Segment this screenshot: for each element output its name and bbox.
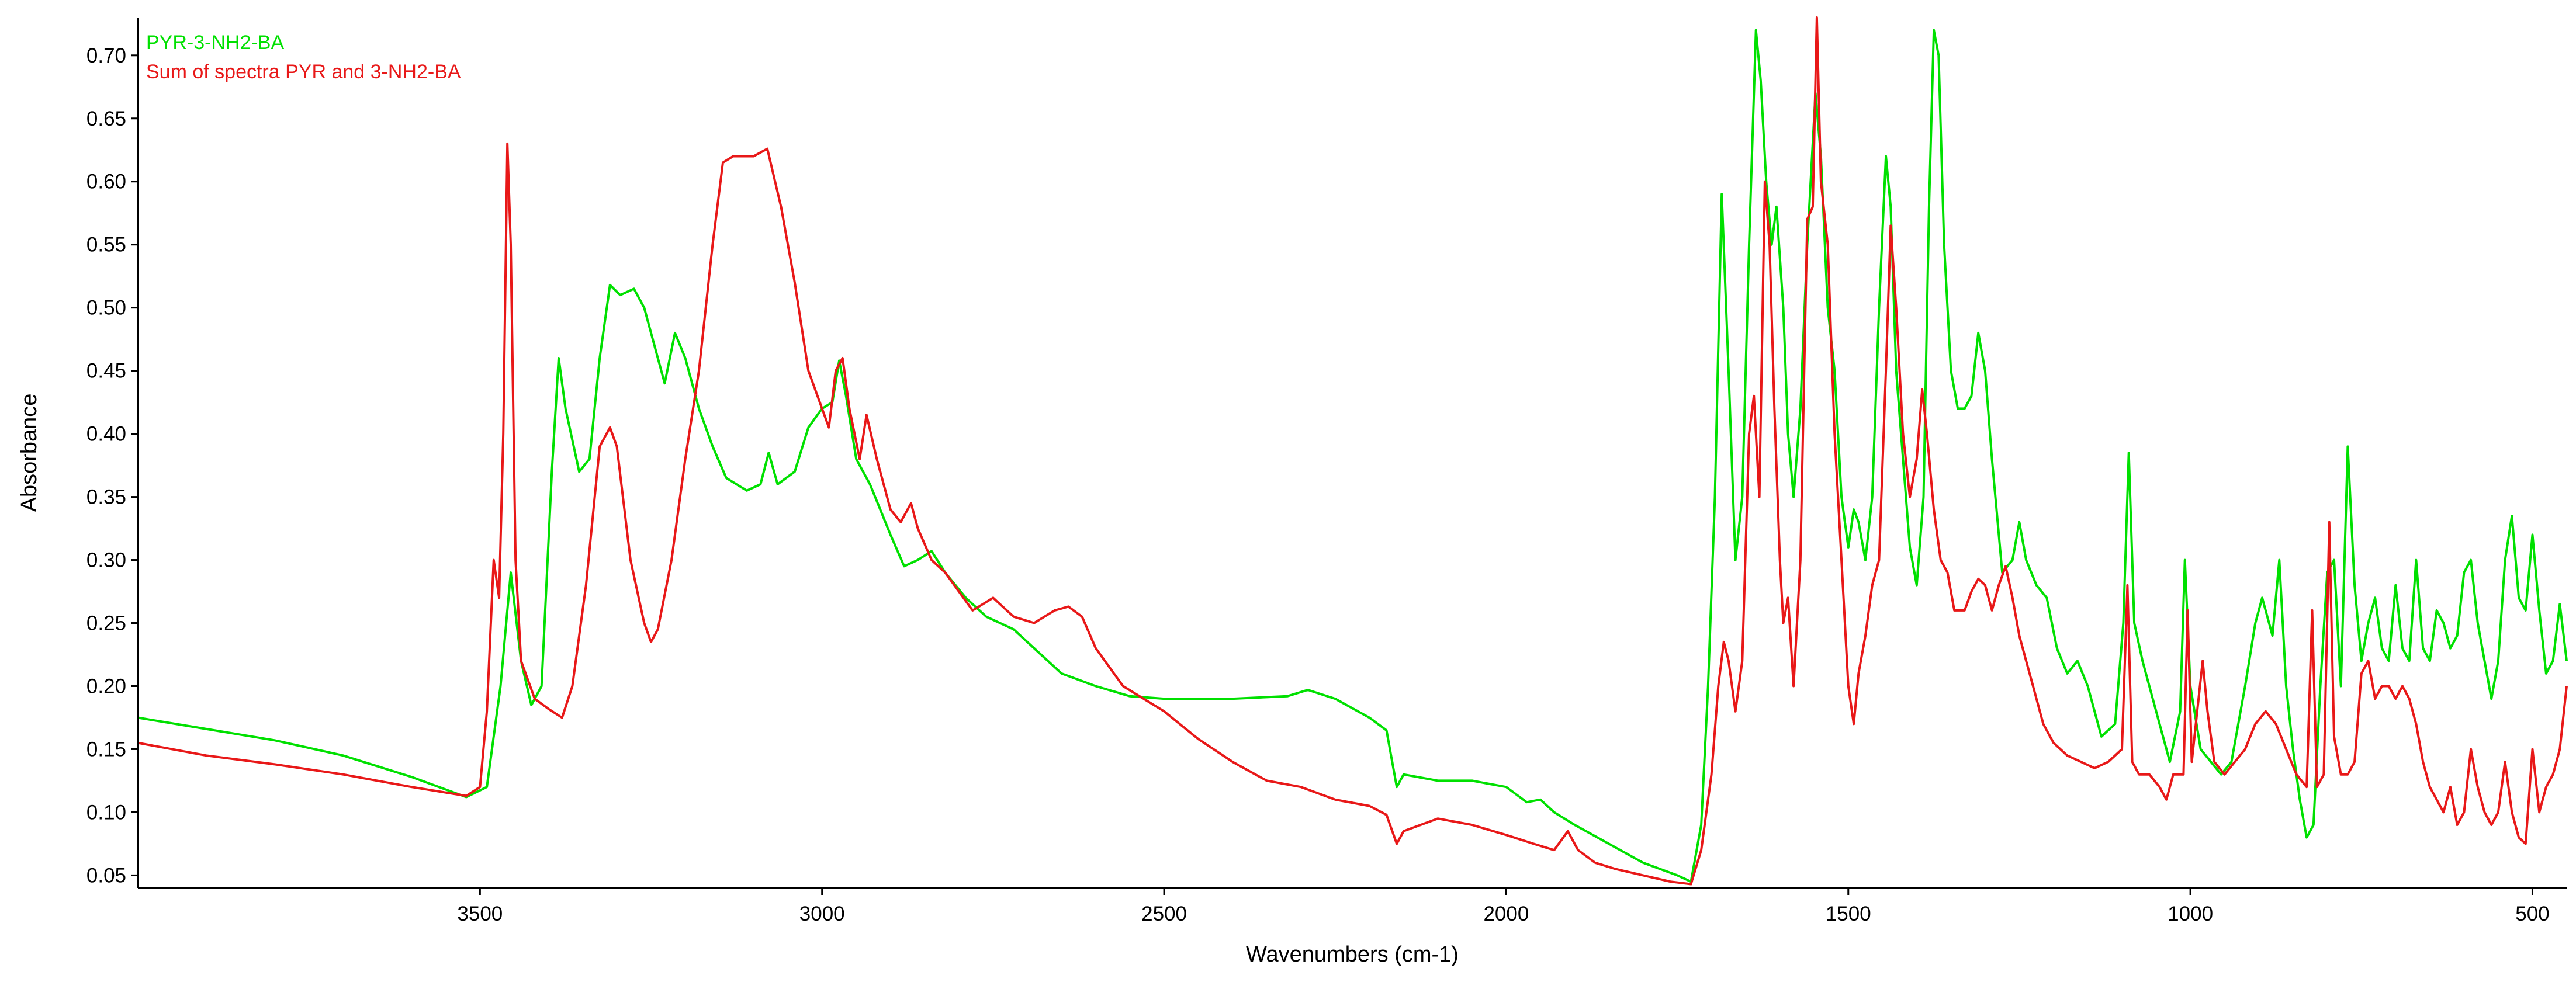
legend-item-series-1: PYR-3-NH2-BA: [146, 32, 284, 54]
x-tick-label: 2500: [1141, 903, 1187, 925]
series-line-2: [137, 16, 2568, 886]
series-layer: [137, 16, 2568, 886]
x-tick-label: 500: [2515, 903, 2549, 925]
x-tick-label: 1500: [1826, 903, 1871, 925]
x-tick-label: 2000: [1483, 903, 1529, 925]
y-tick-label: 0.60: [86, 171, 126, 193]
y-tick-label: 0.25: [86, 612, 126, 635]
y-tick-label: 0.45: [86, 360, 126, 383]
y-tick-label: 0.05: [86, 864, 126, 887]
y-axis-ticks: 0.05 0.10 0.15 0.20 0.25 0.30 0.35 0.40 0.45 0.50…: [86, 44, 138, 887]
y-tick-label: 0.10: [86, 801, 126, 824]
y-tick-label: 0.55: [86, 234, 126, 256]
y-tick-label: 0.40: [86, 423, 126, 446]
x-tick-label: 1000: [2168, 903, 2213, 925]
y-tick-label: 0.15: [86, 738, 126, 761]
legend-item-series-2: Sum of spectra PYR and 3-NH2-BA: [146, 61, 461, 83]
y-tick-label: 0.50: [86, 297, 126, 320]
x-axis-label: Wavenumbers (cm-1): [1246, 942, 1459, 967]
y-tick-label: 0.30: [86, 549, 126, 572]
x-axis-ticks: 3500 3000 2500 2000 1500 1000 500: [457, 888, 2550, 925]
series-line-1: [137, 29, 2568, 883]
y-tick-label: 0.70: [86, 44, 126, 67]
y-tick-label: 0.65: [86, 107, 126, 130]
y-tick-label: 0.35: [86, 486, 126, 509]
x-tick-label: 3000: [799, 903, 845, 925]
x-tick-label: 3500: [457, 903, 503, 925]
y-tick-label: 0.20: [86, 675, 126, 698]
y-axis-label: Absorbance: [17, 394, 41, 512]
